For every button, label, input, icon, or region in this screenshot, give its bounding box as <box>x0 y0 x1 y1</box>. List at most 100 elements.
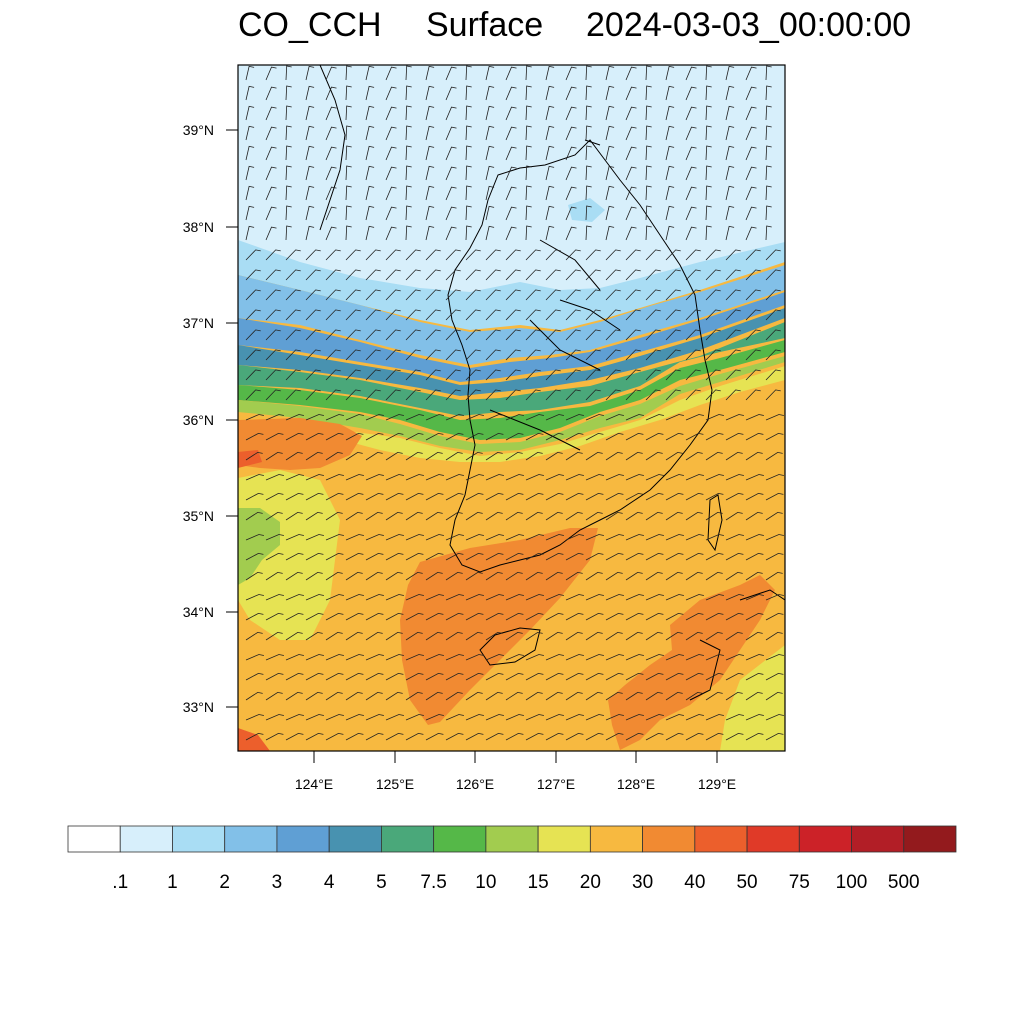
wind-barb <box>325 552 344 561</box>
wind-barb <box>285 534 304 541</box>
wind-barb <box>505 432 524 441</box>
wind-barb <box>765 309 781 321</box>
wind-barb <box>545 389 561 401</box>
wind-barb <box>585 205 592 221</box>
wind-barb <box>345 451 363 461</box>
wind-barb <box>665 432 684 441</box>
wind-barb <box>345 289 361 301</box>
wind-barb <box>505 226 517 241</box>
wind-barb <box>485 125 495 141</box>
wind-barb <box>685 309 701 321</box>
wind-barb <box>405 511 423 521</box>
wind-barb <box>505 349 521 361</box>
wind-barb <box>385 106 397 121</box>
wind-barb <box>625 289 641 301</box>
wind-barb <box>545 552 564 561</box>
wind-barb <box>485 205 495 221</box>
wind-barb <box>725 672 744 681</box>
wind-barb <box>585 85 592 101</box>
wind-barb <box>645 631 663 641</box>
wind-barb <box>465 65 472 81</box>
wind-barb <box>625 86 637 101</box>
colorbar-label: 3 <box>272 872 283 893</box>
wind-barb <box>745 571 763 581</box>
wind-barb <box>285 612 304 621</box>
province-boundaries <box>489 139 621 451</box>
wind-barb <box>625 474 644 481</box>
wind-barb <box>605 225 615 241</box>
wind-barb <box>245 691 263 701</box>
wind-barb <box>645 389 661 401</box>
wind-barb <box>265 146 277 161</box>
wind-barb <box>365 672 384 681</box>
wind-barb <box>705 511 723 521</box>
wind-barb <box>525 309 541 321</box>
wind-barb <box>705 691 723 701</box>
colorbar-swatch <box>746 825 800 853</box>
wind-barb <box>245 492 264 501</box>
wind-barb <box>365 511 383 521</box>
wind-barb <box>465 552 484 561</box>
wind-barb <box>505 289 521 301</box>
wind-barb <box>525 631 543 641</box>
wind-barb <box>765 714 784 721</box>
wind-barb <box>305 65 315 81</box>
wind-barb <box>705 349 721 361</box>
wind-barb <box>245 85 255 101</box>
wind-barb <box>305 432 324 441</box>
wind-barb <box>705 552 724 561</box>
wind-barb <box>365 369 381 381</box>
wind-barb <box>505 146 517 161</box>
wind-barb <box>685 106 697 121</box>
wind-barb <box>725 389 741 401</box>
wind-barb <box>325 289 341 301</box>
wind-barb <box>585 349 601 361</box>
wind-barb <box>585 309 601 321</box>
wind-barb <box>645 65 652 81</box>
wind-barb <box>485 714 504 721</box>
wind-barb <box>705 65 712 81</box>
wind-barb <box>365 432 384 441</box>
wind-barb <box>405 289 421 301</box>
wind-barb <box>525 474 544 481</box>
wind-barb <box>665 165 675 181</box>
wind-barb <box>485 511 503 521</box>
wind-barb <box>445 594 464 601</box>
wind-barb <box>385 571 403 581</box>
wind-barb <box>285 369 301 381</box>
wind-barb <box>445 389 461 401</box>
wind-barb <box>425 732 444 741</box>
wind-barb <box>645 269 661 281</box>
wind-barb <box>485 691 503 701</box>
wind-barb <box>565 146 577 161</box>
colorbar-label: 5 <box>376 872 387 893</box>
wind-barb <box>365 732 384 741</box>
wind-barb <box>385 552 404 561</box>
wind-barb <box>305 349 321 361</box>
wind-barb <box>485 534 504 541</box>
china-coast <box>319 65 346 231</box>
wind-barb <box>465 289 481 301</box>
wind-barb <box>425 672 444 681</box>
wind-barb <box>385 186 397 201</box>
wind-barb <box>605 389 621 401</box>
wind-barb <box>245 732 264 741</box>
wind-barb <box>685 66 697 81</box>
wind-barb <box>725 269 741 281</box>
wind-barb <box>365 85 375 101</box>
wind-barb <box>565 654 584 661</box>
wind-barb <box>265 106 277 121</box>
wind-barb <box>605 349 621 361</box>
wind-barb <box>705 492 724 501</box>
wind-barb <box>285 269 301 281</box>
wind-barb <box>725 85 735 101</box>
wind-barb <box>265 511 283 521</box>
lon-tick-label: 128°E <box>617 776 655 792</box>
wind-barb <box>505 249 521 261</box>
wind-barb <box>465 474 484 481</box>
wind-barb <box>725 185 735 201</box>
field-band-5 <box>238 308 785 396</box>
wind-barb <box>645 571 663 581</box>
wind-barb <box>485 349 501 361</box>
wind-barb <box>625 691 643 701</box>
